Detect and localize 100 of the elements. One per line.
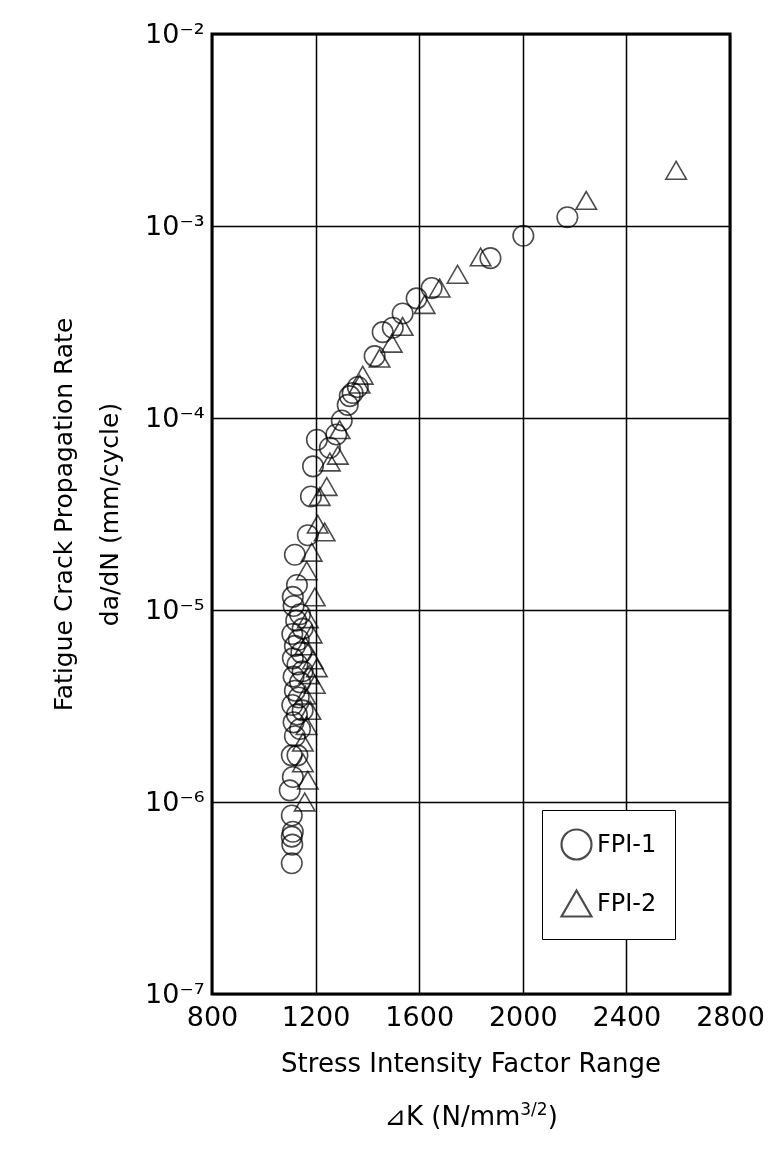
y-tick-label: 10⁻⁶ [145,785,205,817]
x-axis-title: Stress Intensity Factor Range ⊿K (N/mm$^{3/2}$) [280,1047,662,1133]
point [405,287,428,310]
x-tick-label: 2000 [488,1000,558,1032]
x-tick-label: 1200 [281,1000,351,1032]
point [296,770,319,790]
point [294,636,317,656]
point [303,587,326,607]
point [286,744,309,767]
point [371,321,394,344]
point [346,375,369,399]
point [296,609,319,629]
point [313,522,336,542]
point [326,445,349,465]
point [295,715,318,736]
point [281,693,304,717]
point [289,603,312,626]
point [298,665,321,685]
point [291,732,314,752]
point [336,393,359,416]
y-axis-title: Fatigue Crack Propagation Rate da/dN (mm/cycle) [49,317,125,712]
point [280,804,303,827]
point [381,316,404,339]
point [368,348,391,368]
point [293,792,316,812]
point [285,573,308,596]
y-tick-label: 10⁻⁵ [145,593,205,625]
point [348,374,371,394]
point [575,190,598,211]
point [303,674,326,695]
point [305,428,328,451]
point [420,277,443,300]
point [281,647,304,670]
point [328,419,351,440]
point [299,700,322,721]
point [351,365,374,385]
point [289,717,312,741]
point [282,665,305,688]
point [318,436,341,459]
point [278,779,301,802]
point [296,524,319,547]
point [305,658,328,678]
point [280,825,303,848]
y-tick-label: 10⁻² [145,17,205,49]
point [282,711,305,734]
point [665,160,688,180]
point [556,206,579,229]
point [479,247,502,270]
x-tick-label: 2400 [592,1000,662,1032]
legend-label: FPI-2 [597,888,657,917]
point [300,624,323,644]
point [380,333,403,353]
point [391,316,414,337]
point [281,833,304,856]
point [291,617,314,640]
legend-label: FPI-1 [597,829,657,858]
point [283,634,306,657]
point [281,585,304,608]
point [301,455,325,478]
point [282,594,305,617]
point [281,622,304,646]
point [295,561,318,581]
point [300,542,323,562]
point [301,650,325,670]
point [391,302,414,325]
y-tick-label: 10⁻⁴ [145,401,205,433]
point [291,699,314,722]
point [291,753,314,773]
point [283,679,306,702]
point [281,765,304,788]
point [294,685,317,705]
point [285,609,308,632]
point [299,485,322,508]
x-tick-label: 2800 [696,1000,765,1032]
point [512,224,535,247]
point [283,725,306,748]
point [286,653,309,676]
point [280,744,303,767]
point [308,486,331,507]
point [469,247,492,267]
point [413,294,436,315]
point [287,686,310,709]
point [363,345,386,368]
point [280,852,303,875]
point [283,543,306,566]
point [290,641,313,664]
point [281,820,304,843]
point [285,703,308,726]
point [315,476,338,497]
point [291,660,314,683]
point [318,452,341,472]
y-tick-label: 10⁻³ [145,209,205,241]
point [446,264,469,285]
x-tick-label: 1600 [385,1000,455,1032]
point [330,409,353,432]
point [428,278,451,298]
point [287,628,310,651]
point [306,514,329,534]
point [325,423,348,446]
point [289,671,312,694]
